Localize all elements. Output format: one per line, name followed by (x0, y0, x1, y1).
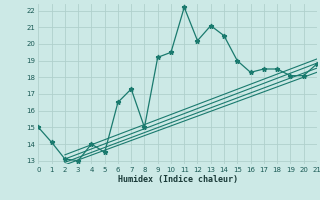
X-axis label: Humidex (Indice chaleur): Humidex (Indice chaleur) (118, 175, 238, 184)
